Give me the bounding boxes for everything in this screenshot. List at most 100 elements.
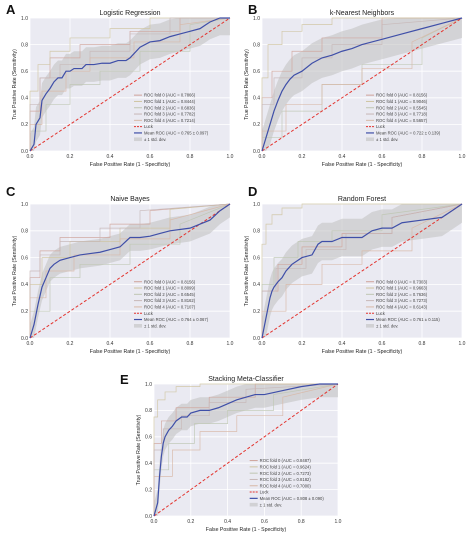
x-tick-label: 1.0 [459,341,466,347]
y-tick-label: 0.8 [21,229,28,235]
legend-entry: Mean ROC (AUC = 0.761 ± 0.115) [376,317,440,322]
roc-panel-e: 0.00.0 0.2 0.2 0.4 0.4 0.6 0.6 0.8 0.8 1.0 1.0 ROC … [120,372,342,533]
x-tick-label: 1.0 [459,154,466,160]
x-tick-label: 0.2 [299,154,306,160]
legend-entry: Luck [376,311,386,316]
panel-letter: D [248,184,257,199]
mean-roc-line [261,17,463,152]
y-axis-label: True Positive Rate (Sensitivity) [244,49,250,120]
legend-entry: Mean ROC (AUC = 0.765 ± 0.097) [144,131,209,136]
x-tick-label: 0.8 [187,154,194,160]
mean-roc-line [29,17,230,152]
roc-fold-0-line [153,383,338,516]
x-axis-label: False Positive Rate (1 - Specificity) [322,162,403,168]
chart-title: Random Forest [338,196,386,203]
legend-entry: ROC fold 4 (AUC = 0.7107) [144,305,196,310]
legend-entry: ROC fold 2 (AUC = 0.6545) [144,292,196,297]
x-tick-label: 0.6 [379,341,386,347]
y-tick-label: 1.0 [253,202,260,208]
x-tick-label: 0.0 [27,154,34,160]
x-tick-label: 0.8 [187,341,194,347]
y-tick-label: 1.0 [21,202,28,208]
luck-line [29,17,231,152]
y-tick-label: 0.8 [145,408,152,414]
x-tick-label: 1.0 [227,341,234,347]
legend-swatch-std [134,324,142,328]
legend-entry: ROC fold 1 (AUC = 0.9046) [376,99,428,104]
legend-entry: ROC fold 2 (AUC = 0.6836) [144,105,196,110]
legend-entry: Luck [376,124,386,129]
legend-entry: ROC fold 0 (AUC = 0.7866) [144,93,196,98]
x-tick-label: 1.0 [227,154,234,160]
x-axis-label: False Positive Rate (1 - Specificity) [322,349,403,355]
panel-letter: C [6,184,16,199]
y-tick-label: 0.0 [253,149,260,155]
legend-entry: Luck [144,124,154,129]
legend-entry: ROC fold 0 (AUC = 0.7303) [376,279,428,284]
y-tick-label: 0.6 [21,69,28,75]
x-tick-label: 0.8 [419,154,426,160]
roc-fold-3-line [261,17,463,151]
legend-entry: ROC fold 2 (AUC = 0.5545) [376,105,428,110]
legend-entry: ROC fold 4 (AUC = 0.7000) [260,483,312,488]
x-tick-label: 0.6 [147,341,154,347]
legend-swatch-std [134,137,142,142]
legend-swatch-std [249,502,258,507]
legend-entry: ROC fold 0 (AUC = 0.8156) [144,279,196,284]
x-axis-label: False Positive Rate (1 - Specificity) [90,349,171,355]
y-tick-label: 0.2 [253,122,260,128]
legend-entry: ROC fold 0 (AUC = 0.8156) [376,93,428,98]
roc-fold-4-line [29,203,231,338]
roc-panel-b: 0.00.0 0.2 0.2 0.4 0.4 0.6 0.6 0.8 0.8 1.0 1.0 ROC … [244,2,466,168]
legend-entry: ROC fold 2 (AUC = 0.7636) [376,292,428,297]
y-tick-label: 0.4 [21,96,28,102]
y-tick-label: 0.2 [253,309,260,315]
roc-fold-4-line [261,17,463,151]
x-tick-label: 0.2 [67,154,74,160]
y-tick-label: 0.0 [253,336,260,342]
legend-swatch-std [366,324,374,328]
y-tick-label: 0.6 [145,435,152,441]
legend-entry: ROC fold 4 (AUC = 0.7214) [144,118,196,123]
y-tick-label: 0.8 [21,42,28,48]
mean-roc-line [29,203,231,339]
x-tick-label: 0.4 [224,519,231,525]
legend-entry: ± 1 std. dev. [144,137,167,142]
x-tick-label: 0.8 [298,519,305,525]
legend-entry: ROC fold 1 (AUC = 0.9624) [260,464,312,469]
roc-fold-0-line [29,203,231,338]
y-tick-label: 0.2 [145,487,152,493]
legend-entry: ROC fold 1 (AUC = 0.8099) [144,286,196,291]
std-dev-band [154,384,338,516]
y-axis-label: True Positive Rate (Sensitivity) [136,414,142,485]
x-tick-label: 0.4 [107,154,114,160]
luck-line [261,17,463,152]
roc-fold-1-line [261,17,462,151]
panel-letter: E [120,372,129,387]
y-axis-label: True Positive Rate (Sensitivity) [12,235,18,306]
legend-entry: ROC fold 1 (AUC = 0.9663) [376,286,428,291]
mean-roc-line [261,203,463,339]
y-axis-label: True Positive Rate (Sensitivity) [12,49,18,120]
x-tick-label: 0.4 [107,341,114,347]
y-tick-label: 0.6 [253,255,260,261]
x-tick-label: 0.0 [27,341,34,347]
y-tick-label: 0.6 [21,255,28,261]
panel-letter: A [6,2,16,17]
y-tick-label: 0.0 [21,149,28,155]
roc-fold-3-line [153,383,339,516]
y-tick-label: 0.8 [253,229,260,235]
roc-fold-4-line [261,203,463,338]
luck-line [261,203,463,339]
x-tick-label: 0.6 [147,154,154,160]
x-tick-label: 0.6 [261,519,268,525]
legend-entry: Mean ROC (AUC = 0.808 ± 0.090) [260,496,325,501]
y-tick-label: 0.4 [145,461,152,467]
legend-entry: ± 1 std. dev. [144,323,167,328]
chart-title: Logistic Regression [99,10,160,17]
roc-fold-4-line [153,383,339,516]
legend-entry: Mean ROC (AUC = 0.722 ± 0.139) [376,131,441,136]
y-tick-label: 0.4 [21,282,28,288]
legend-entry: ROC fold 1 (AUC = 0.8444) [144,99,196,104]
legend-entry: ROC fold 2 (AUC = 0.7273) [260,471,312,476]
